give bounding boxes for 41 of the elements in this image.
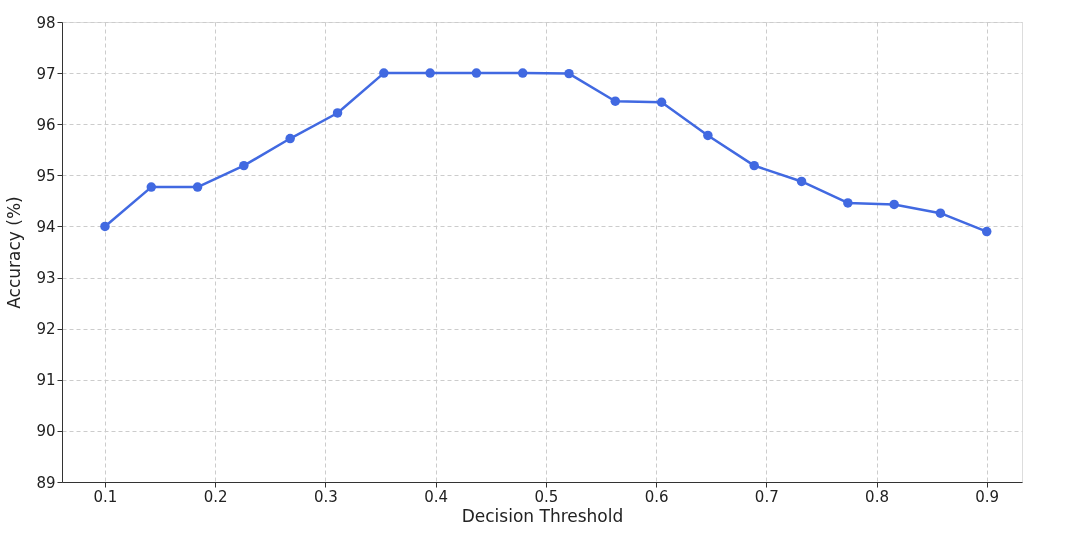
y-tick-label: 94 [36,217,56,236]
x-tick-label: 0.7 [754,487,779,506]
point [471,68,482,78]
y-tick-label: 98 [36,13,56,32]
point [425,68,435,78]
point [656,97,667,107]
x-axis-title: Decision Threshold [461,505,624,526]
x-tick-label: 0.5 [534,487,559,506]
point [239,160,249,171]
y-tick-label: 95 [36,166,56,185]
x-tick-label: 0.4 [424,487,449,506]
point [889,199,899,210]
x-tick-label: 0.9 [975,487,1000,506]
y-axis-title: Accuracy (%) [4,196,25,309]
point [332,108,343,118]
x-tick-label: 0.6 [644,487,669,506]
point [749,160,759,171]
y-tick-label: 90 [36,422,56,441]
point [796,176,807,187]
y-tick-label: 91 [36,371,56,390]
point [981,226,992,237]
x-tick-label: 0.8 [865,487,889,506]
point [517,68,528,78]
point [100,221,110,232]
point [703,130,713,141]
y-tick-label: 93 [36,269,56,288]
point [610,96,621,106]
point [192,182,203,192]
x-tick-label: 0.3 [313,487,338,506]
y-tick-label: 97 [36,64,56,83]
y-tick-label: 89 [36,473,56,492]
point [564,68,574,79]
y-tick-label: 96 [36,115,56,134]
x-tick-label: 0.2 [203,487,228,506]
y-tick-label: 92 [36,320,56,339]
point [843,198,853,208]
point [146,182,157,192]
point [379,68,389,78]
point [285,133,295,144]
x-tick-label: 0.1 [93,487,118,506]
point [935,208,946,218]
